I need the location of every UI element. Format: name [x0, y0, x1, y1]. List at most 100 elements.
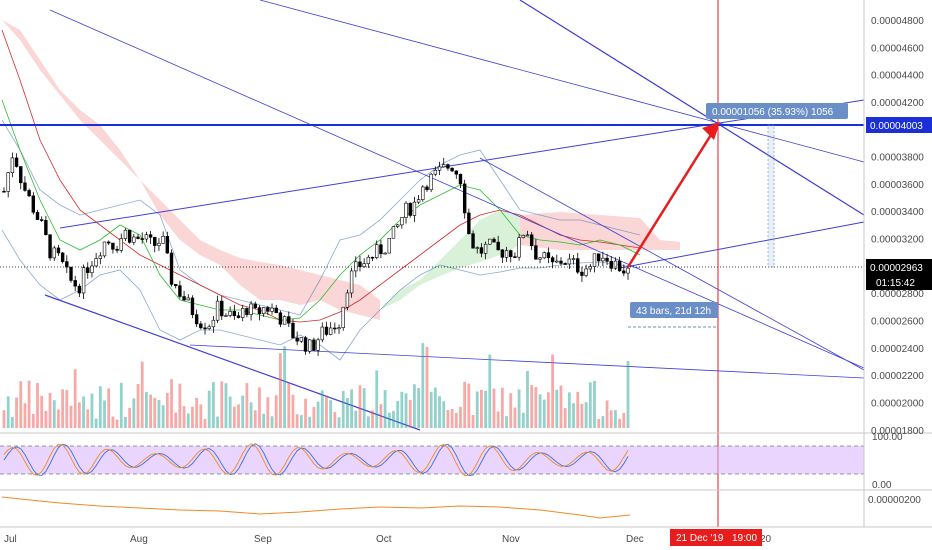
candle-body: [471, 233, 475, 249]
volume-bar: [279, 353, 282, 428]
candle-body: [140, 238, 144, 240]
volume-bar: [362, 388, 366, 428]
volume-bar: [153, 397, 157, 428]
stoch-rsi-lines: [3, 443, 629, 477]
candle-body: [81, 267, 86, 294]
candle-body: [2, 190, 6, 193]
volume-bar: [509, 393, 513, 428]
volume-bar: [417, 388, 421, 428]
volume-bar: [107, 388, 111, 428]
volume-bar: [605, 400, 609, 428]
candle-body: [115, 248, 119, 251]
candle-body: [253, 303, 257, 308]
volume-bar: [316, 401, 320, 428]
volume-bar: [207, 390, 211, 428]
volume-bar: [258, 387, 261, 428]
candle-body: [609, 260, 613, 269]
candle-body: [592, 253, 597, 267]
price-axis[interactable]: 0.00004800 0.00004600 0.00004400 0.00004200…: [871, 16, 924, 437]
candle-body: [127, 229, 132, 243]
candle-body: [35, 211, 40, 220]
volume-bar: [588, 382, 592, 428]
candle-body: [454, 170, 458, 175]
obv-line: [1, 496, 631, 519]
candle-body: [366, 256, 371, 264]
volume-bar: [57, 409, 60, 428]
volume-bar: [15, 397, 18, 428]
candle-body: [27, 190, 31, 197]
volume-bar: [601, 416, 605, 428]
candle-body: [354, 261, 358, 272]
volume-bar: [174, 412, 178, 428]
volume-bar: [538, 394, 542, 428]
volume-bar: [438, 396, 441, 428]
volume-bar: [157, 399, 161, 428]
volume-bar: [266, 397, 270, 428]
volume-bar: [299, 415, 303, 428]
volume-bar: [366, 416, 370, 428]
candle-body: [90, 265, 94, 273]
candle-body: [500, 249, 505, 258]
ichimoku-cloud-bear-2: [520, 212, 680, 250]
volume-bar: [10, 416, 14, 428]
volume-bar: [308, 416, 312, 428]
price-tick-label: 0.00002200: [871, 371, 924, 382]
volume-bar: [161, 405, 165, 428]
candle-body: [328, 327, 333, 335]
candle-body: [190, 297, 195, 315]
volume-bars: [2, 343, 630, 428]
candle-body: [529, 234, 534, 246]
candlesticks: [2, 152, 630, 356]
candle-body: [261, 307, 266, 314]
candle-body: [400, 217, 404, 226]
candle-body: [278, 312, 283, 325]
candle-body: [429, 173, 433, 191]
candle-body: [157, 242, 161, 246]
candle-body: [383, 252, 387, 255]
volume-bar: [471, 415, 475, 428]
volume-bar: [392, 410, 395, 428]
volume-bar: [124, 416, 127, 428]
volume-bar: [82, 396, 85, 428]
volume-bar: [245, 383, 249, 428]
candle-body: [425, 186, 429, 191]
candle-body: [433, 169, 438, 175]
candle-body: [412, 201, 417, 216]
candle-body: [542, 252, 546, 259]
volume-bar: [459, 406, 462, 428]
candle-body: [241, 308, 245, 318]
volume-bar: [563, 408, 567, 428]
candle-body: [395, 224, 400, 227]
candle-body: [123, 229, 128, 239]
volume-bar: [534, 386, 538, 428]
volume-bar: [65, 390, 69, 428]
time-tick-oct: Oct: [376, 534, 392, 545]
time-tick-20: 20: [760, 534, 772, 545]
volume-bar: [429, 391, 433, 428]
candle-body: [266, 307, 270, 312]
stoch-rsi-line: [3, 443, 629, 477]
volume-bar: [626, 360, 630, 428]
trend-line-wedge-down: [479, 157, 865, 371]
volume-bar: [77, 402, 81, 428]
volume-bar: [450, 408, 454, 428]
candle-body: [555, 260, 559, 263]
volume-bar: [517, 389, 521, 428]
volume-bar: [128, 407, 132, 428]
price-tick-label: 0.00003400: [871, 207, 924, 218]
volume-bar: [241, 395, 245, 428]
candle-body: [211, 319, 216, 328]
volume-bar: [521, 412, 525, 428]
volume-bar: [576, 391, 580, 428]
volume-bar: [182, 406, 186, 428]
volume-bar: [618, 418, 622, 428]
volume-bar: [442, 401, 446, 428]
volume-bar: [526, 370, 529, 428]
projection-arrow[interactable]: [626, 129, 716, 268]
volume-bar: [144, 391, 148, 428]
volume-bar: [375, 370, 379, 428]
volume-bar: [413, 384, 416, 428]
volume-bar: [433, 387, 437, 428]
candle-body: [370, 256, 375, 259]
